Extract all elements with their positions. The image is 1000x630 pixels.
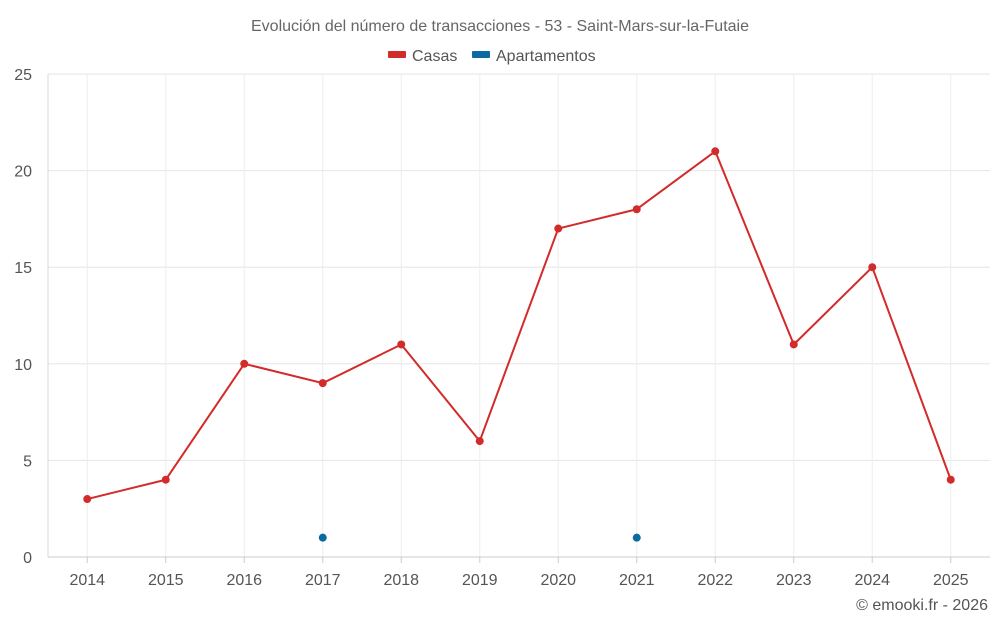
credit-text: © emooki.fr - 2026 xyxy=(856,597,988,614)
y-tick-label: 15 xyxy=(14,260,32,277)
legend-label-apartamentos: Apartamentos xyxy=(496,48,596,65)
x-tick-label: 2014 xyxy=(69,572,105,589)
legend-item-apartamentos[interactable]: Apartamentos xyxy=(472,48,596,65)
data-point-casas xyxy=(397,340,406,349)
legend-swatch-apartamentos xyxy=(472,51,490,58)
data-point-casas xyxy=(318,379,327,388)
legend-label-casas: Casas xyxy=(412,48,457,65)
data-point-casas xyxy=(83,495,92,504)
data-point-casas xyxy=(161,475,170,484)
x-tick-label: 2020 xyxy=(540,572,576,589)
data-point-casas xyxy=(632,205,641,214)
x-tick-label: 2017 xyxy=(305,572,341,589)
legend-swatch-casas xyxy=(388,51,406,58)
y-tick-label: 20 xyxy=(14,164,32,181)
x-tick-label: 2022 xyxy=(697,572,733,589)
x-tick-label: 2025 xyxy=(933,572,969,589)
data-point-casas xyxy=(946,475,955,484)
x-tick-label: 2019 xyxy=(462,572,498,589)
x-tick-label: 2021 xyxy=(619,572,655,589)
legend-item-casas[interactable]: Casas xyxy=(388,48,457,65)
x-tick-label: 2015 xyxy=(148,572,184,589)
data-point-apartamentos xyxy=(632,533,641,542)
data-point-casas xyxy=(240,359,249,368)
series-line-casas xyxy=(87,150,952,501)
y-tick-label: 5 xyxy=(23,453,32,470)
chart-title: Evolución del número de transacciones - … xyxy=(251,18,749,35)
x-tick-label: 2018 xyxy=(383,572,419,589)
y-tick-label: 0 xyxy=(23,550,32,567)
data-point-casas xyxy=(868,263,877,272)
y-tick-label: 10 xyxy=(14,357,32,374)
data-point-apartamentos xyxy=(318,533,327,542)
x-tick-label: 2023 xyxy=(776,572,812,589)
data-point-casas xyxy=(711,147,720,156)
data-point-casas xyxy=(554,224,563,233)
legend: Casas Apartamentos xyxy=(388,48,596,65)
y-tick-label: 25 xyxy=(14,67,32,84)
x-tick-label: 2024 xyxy=(854,572,890,589)
x-tick-label: 2016 xyxy=(226,572,262,589)
data-point-casas xyxy=(789,340,798,349)
data-point-casas xyxy=(475,437,484,446)
